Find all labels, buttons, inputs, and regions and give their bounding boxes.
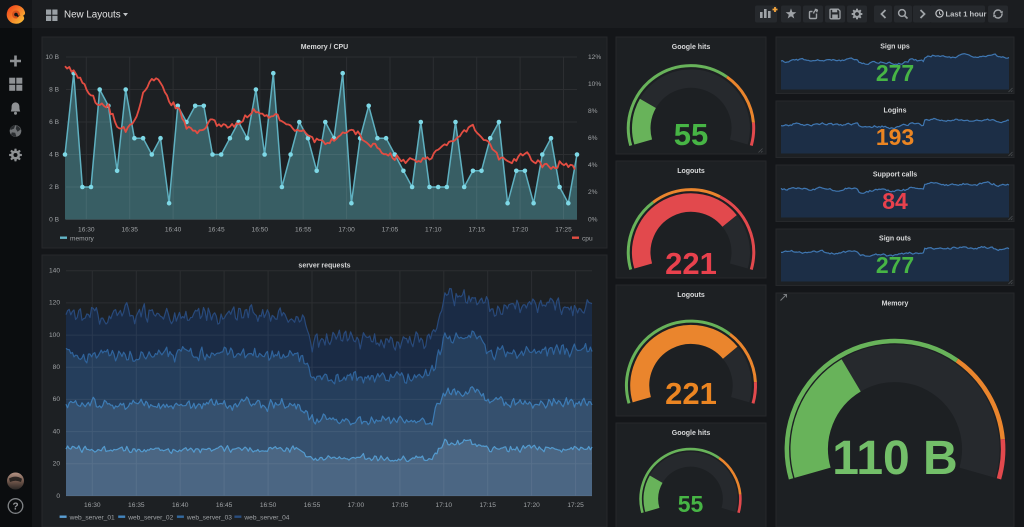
svg-text:10 B: 10 B — [45, 54, 59, 61]
svg-text:140: 140 — [49, 267, 60, 274]
svg-text:17:10: 17:10 — [436, 502, 453, 509]
svg-text:17:20: 17:20 — [512, 226, 529, 233]
svg-text:16:45: 16:45 — [208, 226, 225, 233]
svg-text:17:25: 17:25 — [555, 226, 572, 233]
svg-text:2 B: 2 B — [49, 184, 59, 191]
svg-text:100: 100 — [49, 332, 60, 339]
svg-text:0 B: 0 B — [49, 216, 59, 223]
svg-text:17:15: 17:15 — [468, 226, 485, 233]
svg-text:16:35: 16:35 — [121, 226, 138, 233]
svg-text:193: 193 — [876, 124, 914, 150]
svg-text:277: 277 — [876, 60, 914, 86]
svg-text:120: 120 — [49, 300, 60, 307]
svg-text:12%: 12% — [588, 54, 601, 61]
svg-text:0%: 0% — [588, 216, 598, 223]
svg-text:Support calls: Support calls — [873, 171, 917, 178]
svg-text:web_server_03: web_server_03 — [186, 514, 232, 521]
svg-text:40: 40 — [53, 428, 61, 435]
svg-text:8 B: 8 B — [49, 86, 59, 93]
svg-text:17:25: 17:25 — [567, 502, 584, 509]
svg-text:4%: 4% — [588, 162, 598, 169]
svg-text:Logouts: Logouts — [677, 168, 705, 175]
svg-text:16:50: 16:50 — [260, 502, 277, 509]
svg-text:17:05: 17:05 — [382, 226, 399, 233]
svg-text:6%: 6% — [588, 135, 598, 142]
svg-text:4 B: 4 B — [49, 151, 59, 158]
svg-text:84: 84 — [882, 188, 908, 214]
svg-text:cpu: cpu — [582, 235, 593, 242]
svg-text:16:40: 16:40 — [165, 226, 182, 233]
svg-text:16:40: 16:40 — [172, 502, 189, 509]
svg-text:web_server_04: web_server_04 — [243, 514, 289, 521]
svg-text:16:35: 16:35 — [128, 502, 145, 509]
svg-text:16:30: 16:30 — [78, 226, 95, 233]
svg-text:memory: memory — [70, 235, 95, 242]
svg-text:17:15: 17:15 — [479, 502, 496, 509]
svg-text:0: 0 — [56, 493, 60, 500]
svg-text:17:00: 17:00 — [348, 502, 365, 509]
svg-text:Last 1 hour: Last 1 hour — [946, 10, 987, 19]
svg-text:55: 55 — [674, 117, 708, 152]
svg-text:?: ? — [12, 502, 18, 513]
svg-text:Sign ups: Sign ups — [880, 43, 910, 50]
svg-text:277: 277 — [876, 252, 914, 278]
svg-text:16:50: 16:50 — [252, 226, 269, 233]
svg-text:Google hits: Google hits — [672, 44, 711, 51]
svg-text:server requests: server requests — [298, 262, 350, 269]
svg-text:New Layouts: New Layouts — [64, 10, 121, 21]
svg-text:16:45: 16:45 — [216, 502, 233, 509]
svg-text:60: 60 — [53, 396, 61, 403]
svg-text:221: 221 — [665, 246, 717, 281]
svg-text:80: 80 — [53, 364, 61, 371]
svg-text:Logouts: Logouts — [677, 292, 705, 299]
svg-text:16:30: 16:30 — [84, 502, 101, 509]
svg-text:Memory / CPU: Memory / CPU — [301, 44, 348, 51]
svg-text:16:55: 16:55 — [304, 502, 321, 509]
svg-text:8%: 8% — [588, 108, 598, 115]
svg-text:Logins: Logins — [884, 107, 907, 114]
svg-text:221: 221 — [665, 376, 717, 411]
svg-text:20: 20 — [53, 461, 61, 468]
svg-text:110 B: 110 B — [832, 432, 957, 485]
svg-text:6 B: 6 B — [49, 119, 59, 126]
svg-text:Sign outs: Sign outs — [879, 235, 911, 242]
svg-text:17:05: 17:05 — [392, 502, 409, 509]
svg-text:web_server_01: web_server_01 — [69, 514, 115, 521]
svg-text:17:00: 17:00 — [338, 226, 355, 233]
svg-text:55: 55 — [678, 491, 704, 517]
svg-text:17:20: 17:20 — [523, 502, 540, 509]
svg-text:Memory: Memory — [882, 300, 909, 307]
svg-text:Google hits: Google hits — [672, 430, 711, 437]
svg-text:17:10: 17:10 — [425, 226, 442, 233]
svg-text:2%: 2% — [588, 189, 598, 196]
svg-text:web_server_02: web_server_02 — [127, 514, 173, 521]
svg-text:10%: 10% — [588, 81, 601, 88]
svg-text:16:55: 16:55 — [295, 226, 312, 233]
